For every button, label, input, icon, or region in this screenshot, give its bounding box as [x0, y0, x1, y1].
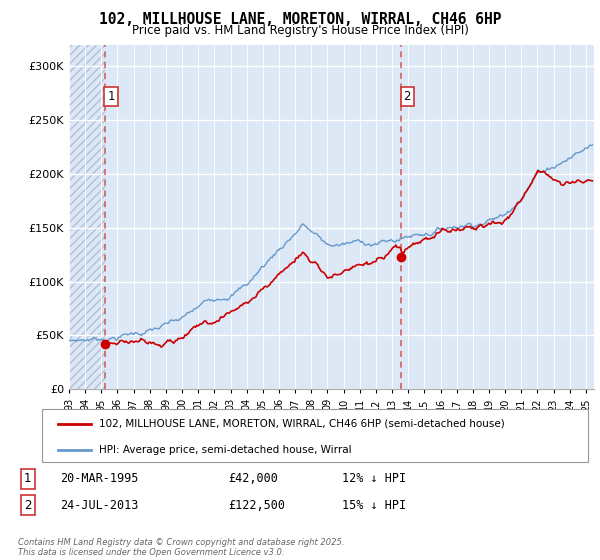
Text: HPI: Average price, semi-detached house, Wirral: HPI: Average price, semi-detached house,…: [100, 445, 352, 455]
Text: Contains HM Land Registry data © Crown copyright and database right 2025.
This d: Contains HM Land Registry data © Crown c…: [18, 538, 344, 557]
Text: 102, MILLHOUSE LANE, MORETON, WIRRAL, CH46 6HP (semi-detached house): 102, MILLHOUSE LANE, MORETON, WIRRAL, CH…: [100, 419, 505, 429]
Text: 2: 2: [24, 498, 32, 512]
Text: Price paid vs. HM Land Registry's House Price Index (HPI): Price paid vs. HM Land Registry's House …: [131, 24, 469, 36]
Text: 12% ↓ HPI: 12% ↓ HPI: [342, 472, 406, 486]
Text: 1: 1: [107, 90, 115, 103]
Text: 15% ↓ HPI: 15% ↓ HPI: [342, 498, 406, 512]
Text: 2: 2: [404, 90, 411, 103]
FancyBboxPatch shape: [42, 409, 588, 462]
Text: £42,000: £42,000: [228, 472, 278, 486]
Text: 102, MILLHOUSE LANE, MORETON, WIRRAL, CH46 6HP: 102, MILLHOUSE LANE, MORETON, WIRRAL, CH…: [99, 12, 501, 27]
Text: 20-MAR-1995: 20-MAR-1995: [60, 472, 139, 486]
Bar: [69, 45, 105, 389]
Text: £122,500: £122,500: [228, 498, 285, 512]
Text: 1: 1: [24, 472, 32, 486]
Bar: [69, 45, 105, 389]
Text: 24-JUL-2013: 24-JUL-2013: [60, 498, 139, 512]
